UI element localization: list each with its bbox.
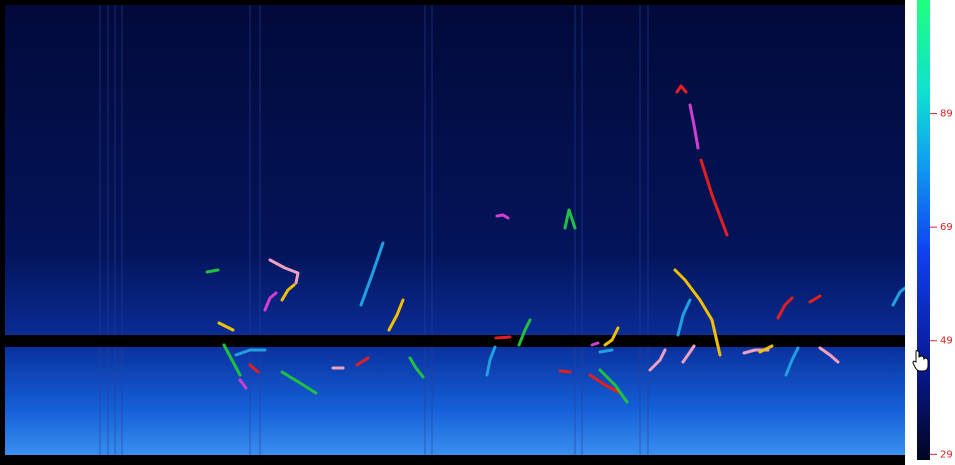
contours [205, 84, 907, 404]
vertical-streaks [99, 5, 649, 455]
colorbar [917, 0, 930, 460]
colorbar-tick-label: 69 [940, 222, 953, 233]
gap-band [5, 335, 905, 347]
colorbar-ticks: 89 69 49 29 [930, 109, 953, 460]
colorbar-tick-label: 29 [940, 449, 953, 460]
cursor [912, 350, 929, 372]
colorbar-tick-label: 89 [940, 109, 953, 120]
spectrogram [5, 5, 905, 455]
colorbar-tick-label: 49 [940, 336, 953, 347]
